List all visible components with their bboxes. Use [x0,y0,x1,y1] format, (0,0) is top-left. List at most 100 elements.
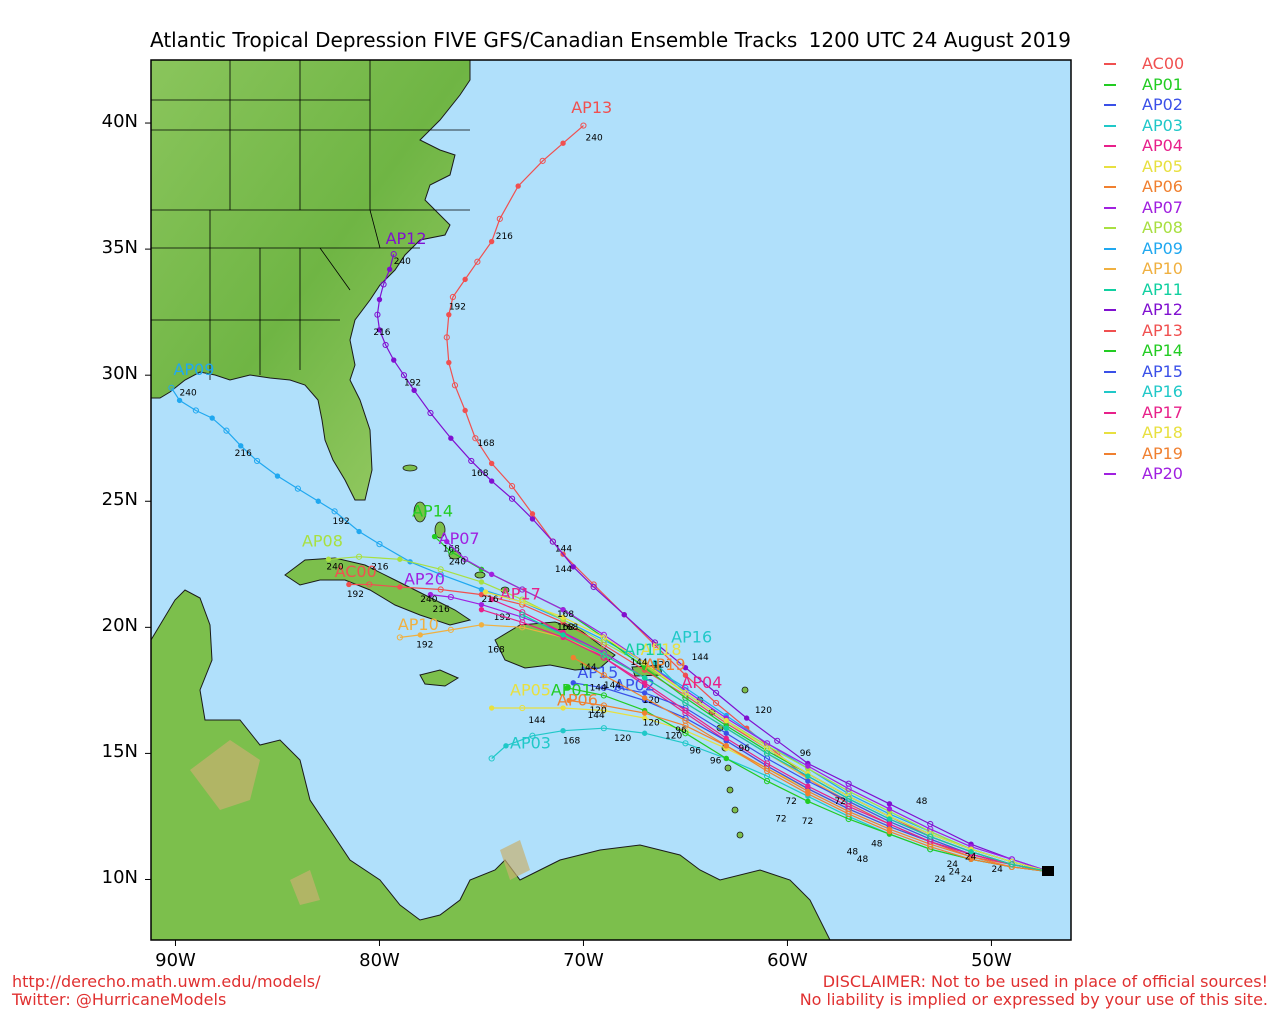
legend-swatch [1104,63,1116,65]
track-point [621,612,627,618]
legend-item-ap12: AP12 [1100,300,1270,321]
track-point [331,508,338,515]
track-point [519,619,526,626]
track-name-label: AP05 [510,680,551,699]
track-point [723,755,729,762]
legend-item-ap02: AP02 [1100,95,1270,116]
track-point [478,622,485,628]
track-point [641,715,648,721]
track-line [522,614,1051,873]
track-point [238,443,244,449]
forecast-hour-label: 192 [333,517,350,527]
track-point [600,634,607,641]
legend-label: AP15 [1142,361,1183,381]
track-point [515,183,521,189]
valid-time: 1200 UTC 24 August 2019 [808,28,1071,52]
legend-swatch [1104,411,1116,414]
central-america-land [151,589,831,940]
track-point [560,606,566,613]
forecast-hour-label: 72 [785,797,796,807]
track-point [886,816,893,822]
lat-tick-label: 20N [101,615,138,637]
track-point [356,528,362,535]
forecast-hour-label: 192 [416,641,433,651]
track-point [482,589,489,595]
track-point [448,435,454,441]
track-point [391,357,397,363]
track-point [549,538,556,545]
track-point [529,516,536,522]
legend-swatch [1104,350,1116,352]
track-point [529,732,536,739]
track-point [600,672,607,679]
track-point [519,611,526,618]
legend-item-ap17: AP17 [1100,403,1270,424]
track-point [427,591,434,598]
track-point [488,596,495,603]
lat-tick-label: 25N [101,489,138,511]
lat-tick-label: 15N [101,741,138,763]
track-name-label: AP20 [404,569,445,588]
forecast-hour-label: 168 [563,736,580,746]
track-point [600,651,607,659]
track-point [968,849,974,855]
legend-swatch [1104,206,1116,209]
forecast-hour-label: 144 [555,565,572,575]
track-point [417,632,423,638]
track-point [560,632,566,638]
track-point [682,672,689,678]
track-point [488,460,495,467]
legend-label: AP17 [1142,402,1183,422]
lon-tick-label: 80W [359,950,400,971]
cuba-land [284,557,472,626]
track-point [805,798,811,805]
track-point [396,634,403,641]
track-point [478,586,485,593]
track-point [451,382,459,389]
forecast-hour-label: 192 [404,378,421,388]
track-point [641,675,648,681]
legend-swatch [1104,391,1116,393]
track-name-label: AP07 [439,529,480,548]
track-point [447,548,454,555]
track-name-label: AC00 [335,562,377,581]
footer-url[interactable]: http://derecho.math.uwm.edu/models/ [12,972,321,991]
track-name-label: AP18 [641,640,682,659]
track-point [253,457,261,465]
track-point [570,564,576,570]
track-point [570,680,576,686]
forecast-hour-label: 168 [471,469,488,479]
forecast-hour-label: 48 [857,855,869,865]
track-name-label: AP13 [571,98,612,117]
track-point [763,760,771,767]
legend-swatch [1104,329,1116,332]
track-point [488,571,495,578]
track-point [682,699,689,707]
track-point [437,566,444,573]
forecast-hour-label: 144 [590,683,607,693]
forecast-hour-label: 168 [557,610,574,620]
legend-label: AP14 [1142,341,1183,360]
legend-item-ac00: AC00 [1100,54,1270,75]
track-name-label: AP16 [671,627,712,646]
track-point [570,654,576,661]
track-point [478,591,485,598]
forecast-hour-label: 120 [643,719,660,729]
track-point [503,743,509,749]
legend-item-ap18: AP18 [1100,423,1270,444]
track-point [519,704,526,712]
forecast-hour-label: 120 [590,706,607,716]
forecast-hour-label: 96 [710,756,722,766]
track-point [374,311,381,318]
legend-item-ap14: AP14 [1100,341,1270,362]
legend-swatch [1104,268,1116,270]
legend-swatch [1104,83,1116,86]
track-point [437,586,444,593]
legend-label: AP08 [1142,218,1183,237]
track-name-label: AP11 [624,640,665,659]
forecast-hour-label: 240 [586,134,603,144]
legend-swatch [1104,186,1116,188]
current-position-marker [1042,866,1054,876]
track-point [519,599,526,606]
